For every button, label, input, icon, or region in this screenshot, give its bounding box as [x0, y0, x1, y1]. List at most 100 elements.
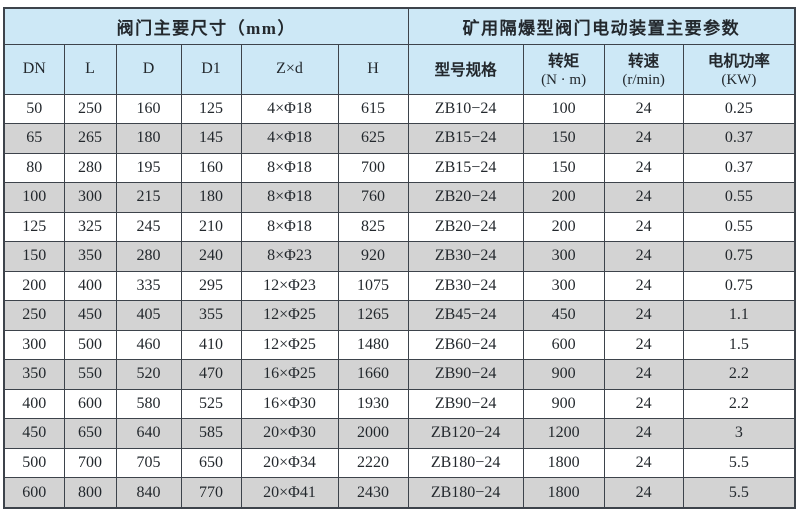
group-header-valve-dimensions: 阀门主要尺寸（mm） [3, 7, 409, 45]
column-header-l: L [63, 43, 117, 95]
table-cell: 800 [63, 477, 117, 509]
table-header: 阀门主要尺寸（mm） 矿用隔爆型阀门电动装置主要参数 DN L D D1 Z×d… [3, 7, 796, 95]
table-cell: 250 [3, 300, 65, 331]
table-cell: 1.1 [682, 300, 796, 331]
table-cell: 265 [63, 123, 117, 154]
table-cell: 450 [63, 300, 117, 331]
table-cell: 0.55 [682, 211, 796, 243]
table-cell: ZB30−24 [407, 241, 524, 272]
table-cell: 150 [522, 123, 605, 154]
table-cell: 1075 [337, 270, 409, 302]
table-cell: 500 [3, 447, 65, 479]
table-cell: 200 [3, 270, 65, 302]
table-row: 250 450 405 355 12×Φ25 1265 ZB45−24 450 24 1.1 [3, 300, 796, 331]
table-cell: 0.75 [682, 241, 796, 272]
table-cell: 8×Φ23 [240, 241, 339, 272]
table-cell: 1200 [522, 418, 605, 449]
table-cell: 195 [115, 152, 182, 184]
table-cell: 300 [3, 329, 65, 361]
table-cell: 825 [337, 211, 409, 243]
table-cell: 585 [180, 418, 242, 449]
table-cell: 16×Φ25 [240, 359, 339, 390]
table-cell: 325 [63, 211, 117, 243]
column-header-speed-unit: (r/min) [622, 72, 665, 88]
table-cell: 410 [180, 329, 242, 361]
table-row: 200 400 335 295 12×Φ23 1075 ZB30−24 300 24 0.75 [3, 270, 796, 302]
table-row: 300 500 460 410 12×Φ25 1480 ZB60−24 600 24 1.5 [3, 329, 796, 361]
table-cell: 1480 [337, 329, 409, 361]
table-cell: 145 [180, 123, 242, 154]
table-cell: 600 [63, 388, 117, 420]
table-row: 400 600 580 525 16×Φ30 1930 ZB90−24 900 24 2.2 [3, 388, 796, 420]
table-cell: ZB15−24 [407, 123, 524, 154]
header-group-row: 阀门主要尺寸（mm） 矿用隔爆型阀门电动装置主要参数 [3, 7, 796, 45]
table-cell: 2430 [337, 477, 409, 509]
table-cell: 160 [180, 152, 242, 184]
table-cell: 200 [522, 211, 605, 243]
table-body: 50 250 160 125 4×Φ18 615 ZB10−24 100 24 0.25 65 265… [3, 93, 796, 509]
table-row: 65 265 180 145 4×Φ18 625 ZB15−24 150 24 0.37 [3, 123, 796, 154]
table-cell: 2000 [337, 418, 409, 449]
table-cell: 1.5 [682, 329, 796, 361]
table-cell: 300 [63, 182, 117, 213]
table-row: 150 350 280 240 8×Φ23 920 ZB30−24 300 24 0.75 [3, 241, 796, 272]
valve-spec-table: 阀门主要尺寸（mm） 矿用隔爆型阀门电动装置主要参数 DN L D D1 Z×d… [3, 7, 797, 509]
table-cell: 24 [603, 182, 684, 213]
table-cell: 24 [603, 211, 684, 243]
table-cell: 355 [180, 300, 242, 331]
table-cell: 4×Φ18 [240, 123, 339, 154]
table-cell: 525 [180, 388, 242, 420]
table-cell: 24 [603, 329, 684, 361]
table-cell: 1800 [522, 447, 605, 479]
table-cell: 24 [603, 388, 684, 420]
table-row: 80 280 195 160 8×Φ18 700 ZB15−24 150 24 0.37 [3, 152, 796, 184]
column-header-motor-power-unit: (KW) [721, 72, 757, 88]
table-cell: 0.37 [682, 152, 796, 184]
table-cell: 280 [63, 152, 117, 184]
column-header-dn: DN [3, 43, 65, 95]
table-cell: 2.2 [682, 359, 796, 390]
table-cell: 1265 [337, 300, 409, 331]
table-cell: 400 [63, 270, 117, 302]
table-cell: 150 [3, 241, 65, 272]
table-cell: 700 [337, 152, 409, 184]
table-cell: 20×Φ34 [240, 447, 339, 479]
table-cell: ZB30−24 [407, 270, 524, 302]
group-header-actuator-params: 矿用隔爆型阀门电动装置主要参数 [407, 7, 796, 45]
table-cell: 700 [63, 447, 117, 479]
table-cell: 125 [3, 211, 65, 243]
table-cell: 705 [115, 447, 182, 479]
table-cell: 160 [115, 93, 182, 125]
table-cell: 300 [522, 241, 605, 272]
table-cell: 100 [3, 182, 65, 213]
table-cell: 4×Φ18 [240, 93, 339, 125]
table-cell: ZB120−24 [407, 418, 524, 449]
table-cell: 0.25 [682, 93, 796, 125]
table-cell: 760 [337, 182, 409, 213]
table-cell: 295 [180, 270, 242, 302]
table-cell: 180 [180, 182, 242, 213]
table-cell: 280 [115, 241, 182, 272]
table-cell: 24 [603, 477, 684, 509]
table-cell: 12×Φ25 [240, 329, 339, 361]
table-cell: 0.75 [682, 270, 796, 302]
table-cell: 1930 [337, 388, 409, 420]
table-cell: 460 [115, 329, 182, 361]
column-header-torque: 转矩 (N · m) [522, 43, 605, 95]
column-header-model-label: 型号规格 [434, 62, 497, 79]
table-cell: 20×Φ30 [240, 418, 339, 449]
table-cell: 650 [180, 447, 242, 479]
table-cell: 640 [115, 418, 182, 449]
table-cell: 8×Φ18 [240, 152, 339, 184]
table-cell: 400 [3, 388, 65, 420]
column-header-speed-label: 转速 [628, 53, 660, 70]
column-header-motor-power-label: 电机功率 [707, 53, 770, 70]
table-cell: 920 [337, 241, 409, 272]
table-cell: 16×Φ30 [240, 388, 339, 420]
column-header-torque-label: 转矩 [548, 53, 580, 70]
table-cell: 150 [522, 152, 605, 184]
table-cell: 24 [603, 152, 684, 184]
table-cell: 2220 [337, 447, 409, 479]
table-cell: 600 [522, 329, 605, 361]
table-cell: 650 [63, 418, 117, 449]
